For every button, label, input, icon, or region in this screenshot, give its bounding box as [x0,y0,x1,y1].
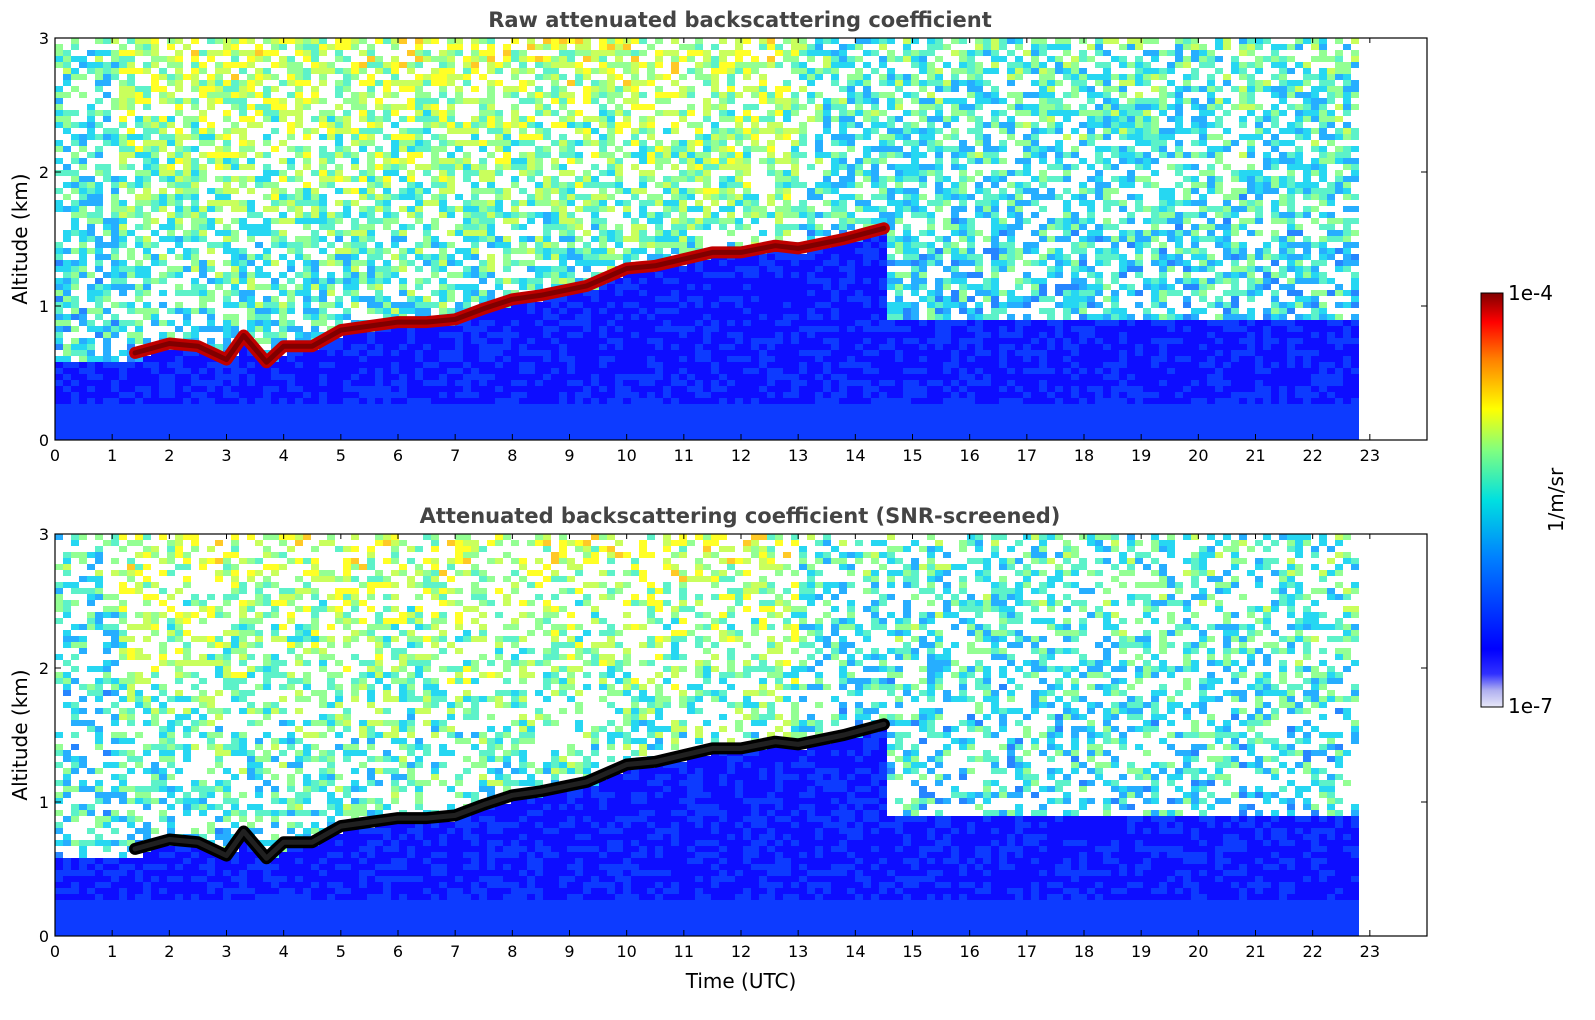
x-tick-label: 6 [393,942,403,961]
y-tick-label: 1 [39,297,49,316]
colorbar-gradient [1480,292,1504,708]
x-tick-label: 15 [902,942,922,961]
y-tick-label: 3 [39,29,49,48]
x-tick-label: 8 [507,942,517,961]
x-tick-label: 17 [1017,446,1037,465]
x-tick-label: 14 [845,446,865,465]
raw-backscatter-heatmap [55,38,1359,440]
x-tick-label: 12 [731,446,751,465]
x-tick-label: 1 [107,446,117,465]
x-tick-label: 16 [959,942,979,961]
x-tick-label: 15 [902,446,922,465]
x-tick-label: 11 [674,942,694,961]
raw-backscatter-panel: Raw attenuated backscattering coefficien… [8,8,1428,465]
x-tick-label: 8 [507,446,517,465]
y-tick-label: 0 [39,431,49,450]
x-tick-label: 2 [164,446,174,465]
x-tick-label: 6 [393,446,403,465]
raw-aerosol-layer [129,222,890,369]
colorbar-unit-label: 1/m/sr [1544,467,1568,532]
raw-panel-title: Raw attenuated backscattering coefficien… [488,8,992,32]
raw-panel-x-ticks: 0 1 2 3 4 5 6 7 8 9 10 11 12 13 14 15 16 17 18 19 20 21 22 23 [50,38,1380,465]
x-tick-label: 2 [164,942,174,961]
x-tick-label: 19 [1131,446,1151,465]
raw-panel-y-axis-label: Altitude (km) [8,173,32,304]
x-tick-label: 18 [1074,942,1094,961]
x-tick-label: 4 [279,446,289,465]
x-tick-label: 23 [1360,942,1380,961]
x-tick-label: 7 [450,942,460,961]
x-tick-label: 5 [336,942,346,961]
x-tick-label: 10 [616,942,636,961]
x-tick-label: 13 [788,942,808,961]
x-tick-label: 21 [1245,942,1265,961]
x-tick-label: 7 [450,446,460,465]
aerosol-layer-core [132,225,887,365]
y-tick-label: 2 [39,163,49,182]
colorbar: 1e-4 1e-7 1/m/sr [1480,281,1568,718]
x-tick-label: 9 [564,942,574,961]
y-tick-label: 3 [39,525,49,544]
y-tick-label: 1 [39,793,49,812]
x-tick-label: 4 [279,942,289,961]
x-tick-label: 21 [1245,446,1265,465]
x-axis-label: Time (UTC) [685,969,797,993]
x-tick-label: 11 [674,446,694,465]
x-tick-label: 20 [1188,942,1208,961]
x-tick-label: 1 [107,942,117,961]
snr-panel-y-axis-label: Altitude (km) [8,669,32,800]
x-tick-label: 19 [1131,942,1151,961]
x-tick-label: 22 [1302,942,1322,961]
snr-screened-panel: Attenuated backscattering coefficient (S… [8,504,1428,993]
x-tick-label: 13 [788,446,808,465]
aerosol-layer-core [132,721,887,861]
x-tick-label: 9 [564,446,574,465]
snr-panel-title: Attenuated backscattering coefficient (S… [420,504,1061,528]
x-tick-label: 22 [1302,446,1322,465]
raw-panel-y-ticks: 0 1 2 3 [39,29,1427,450]
x-tick-label: 3 [221,446,231,465]
x-tick-label: 0 [50,942,60,961]
snr-aerosol-layer [129,718,890,865]
snr-screened-heatmap [55,534,1359,936]
y-tick-label: 0 [39,927,49,946]
snr-panel-x-ticks: 0 1 2 3 4 5 6 7 8 9 10 11 12 13 14 15 16 17 18 19 20 21 22 23 [50,534,1380,961]
y-tick-label: 2 [39,659,49,678]
x-tick-label: 12 [731,942,751,961]
x-tick-label: 0 [50,446,60,465]
x-tick-label: 17 [1017,942,1037,961]
x-tick-label: 18 [1074,446,1094,465]
x-tick-label: 3 [221,942,231,961]
colorbar-max-label: 1e-4 [1508,281,1553,305]
x-tick-label: 14 [845,942,865,961]
x-tick-label: 5 [336,446,346,465]
x-tick-label: 10 [616,446,636,465]
snr-panel-y-ticks: 0 1 2 3 [39,525,1427,946]
x-tick-label: 16 [959,446,979,465]
colorbar-min-label: 1e-7 [1508,694,1553,718]
x-tick-label: 23 [1360,446,1380,465]
x-tick-label: 20 [1188,446,1208,465]
